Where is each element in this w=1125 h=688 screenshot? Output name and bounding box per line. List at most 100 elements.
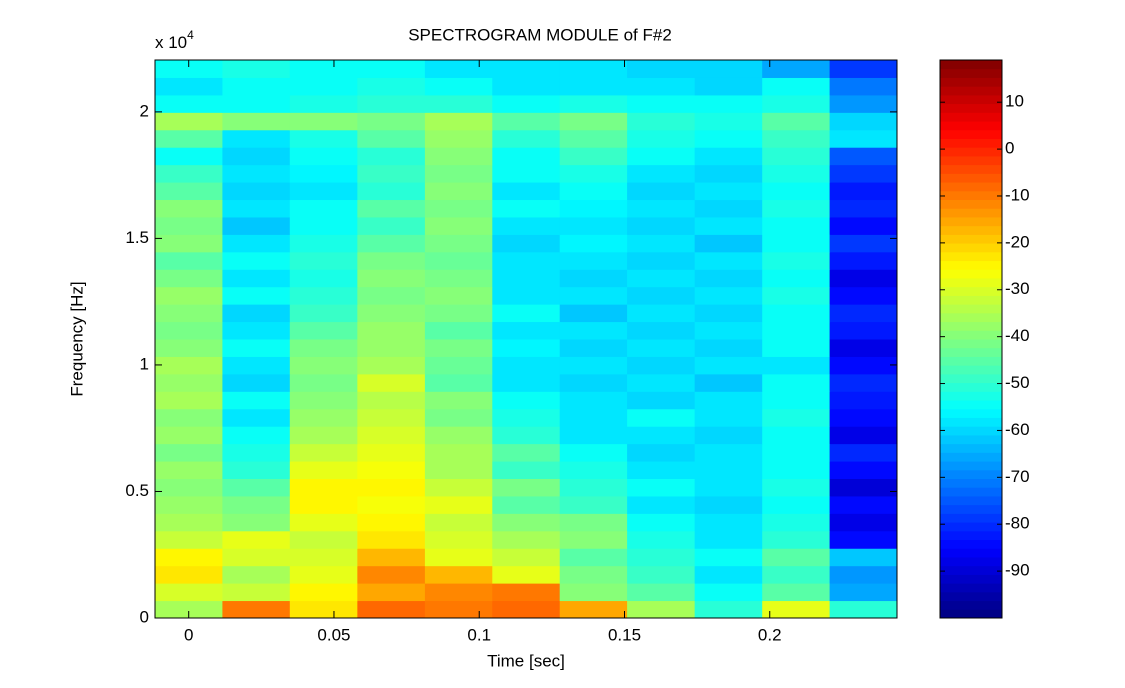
- heatmap-cell: [762, 269, 831, 288]
- heatmap-cell: [694, 164, 763, 183]
- heatmap-cell: [222, 269, 291, 288]
- heatmap-cell: [289, 234, 358, 253]
- heatmap-cell: [694, 426, 763, 445]
- heatmap-cell: [627, 339, 696, 357]
- heatmap-cell: [424, 304, 493, 323]
- heatmap-cell: [357, 321, 426, 340]
- heatmap-cell: [559, 391, 628, 410]
- heatmap-cell: [559, 321, 628, 340]
- colorbar-swatch: [940, 583, 1002, 593]
- colorbar-swatch: [940, 356, 1002, 366]
- heatmap-cell: [829, 548, 898, 567]
- heatmap-cell: [424, 495, 493, 514]
- heatmap-cell: [627, 513, 696, 532]
- heatmap-cell: [627, 391, 696, 410]
- colorbar-swatch: [940, 321, 1002, 331]
- heatmap-cell: [627, 565, 696, 584]
- heatmap-cell: [829, 426, 898, 445]
- heatmap-cell: [694, 583, 763, 602]
- heatmap-cell: [289, 339, 358, 357]
- heatmap-cell: [762, 147, 831, 166]
- heatmap-cell: [424, 129, 493, 148]
- colorbar-swatch: [940, 60, 1002, 70]
- heatmap-cell: [289, 286, 358, 305]
- colorbar-tick-label: -10: [1005, 185, 1030, 204]
- heatmap-cell: [289, 129, 358, 148]
- heatmap-cell: [559, 443, 628, 462]
- heatmap-cell: [762, 408, 831, 427]
- heatmap-cell: [829, 234, 898, 253]
- heatmap-cell: [222, 147, 291, 166]
- heatmap-cell: [829, 321, 898, 340]
- heatmap-cell: [829, 530, 898, 549]
- colorbar-swatch: [940, 487, 1002, 497]
- heatmap-cell: [559, 147, 628, 166]
- heatmap-cell: [762, 426, 831, 445]
- colorbar-swatch: [940, 225, 1002, 235]
- heatmap-cell: [559, 461, 628, 479]
- colorbar-swatch: [940, 495, 1002, 506]
- heatmap-cell: [424, 251, 493, 270]
- heatmap-cell: [424, 339, 493, 357]
- heatmap-cell: [492, 530, 561, 549]
- heatmap-cell: [289, 112, 358, 131]
- heatmap-cell: [762, 513, 831, 532]
- heatmap-cell: [357, 129, 426, 148]
- heatmap-cell: [357, 269, 426, 288]
- x-tick-label: 0.2: [758, 625, 782, 644]
- heatmap-cell: [155, 94, 223, 113]
- heatmap-cell: [155, 60, 223, 78]
- heatmap-cell: [222, 373, 291, 392]
- heatmap-cell: [492, 565, 561, 584]
- heatmap-cell: [829, 443, 898, 462]
- heatmap-cell: [829, 583, 898, 602]
- heatmap-cell: [762, 461, 831, 479]
- heatmap-cell: [627, 164, 696, 183]
- heatmap-cell: [357, 478, 426, 497]
- colorbar-swatch: [940, 478, 1002, 488]
- heatmap-cell: [694, 216, 763, 235]
- y-scale-exponent: 4: [187, 28, 194, 42]
- heatmap-cell: [627, 408, 696, 427]
- heatmap-cell: [829, 304, 898, 323]
- heatmap-cell: [694, 565, 763, 584]
- heatmap-cell: [155, 321, 223, 340]
- heatmap-cell: [559, 600, 628, 619]
- colorbar-swatch: [940, 190, 1002, 200]
- heatmap-cell: [424, 408, 493, 427]
- heatmap-cell: [694, 513, 763, 532]
- heatmap-cell: [155, 251, 223, 270]
- heatmap-cell: [155, 600, 223, 619]
- heatmap-cell: [155, 269, 223, 288]
- heatmap-cell: [424, 321, 493, 340]
- heatmap-cell: [155, 391, 223, 410]
- heatmap-cell: [424, 216, 493, 235]
- heatmap: [155, 60, 898, 619]
- heatmap-cell: [762, 565, 831, 584]
- colorbar-swatch: [940, 434, 1002, 445]
- heatmap-cell: [155, 112, 223, 131]
- heatmap-cell: [762, 391, 831, 410]
- heatmap-cell: [559, 530, 628, 549]
- heatmap-cell: [222, 129, 291, 148]
- heatmap-cell: [357, 182, 426, 201]
- heatmap-cell: [694, 548, 763, 567]
- heatmap-cell: [559, 94, 628, 113]
- heatmap-cell: [627, 304, 696, 323]
- colorbar-swatch: [940, 556, 1002, 567]
- heatmap-cell: [829, 60, 898, 78]
- heatmap-cell: [694, 408, 763, 427]
- heatmap-cell: [289, 530, 358, 549]
- colorbar-swatch: [940, 112, 1002, 122]
- heatmap-cell: [762, 164, 831, 183]
- colorbar-swatch: [940, 86, 1002, 96]
- colorbar-swatch: [940, 522, 1002, 532]
- colorbar-swatch: [940, 277, 1002, 288]
- colorbar-swatch: [940, 426, 1002, 436]
- heatmap-cell: [559, 408, 628, 427]
- colorbar-swatch: [940, 286, 1002, 296]
- heatmap-cell: [829, 269, 898, 288]
- heatmap-cell: [559, 478, 628, 497]
- heatmap-cell: [492, 234, 561, 253]
- colorbar-swatch: [940, 182, 1002, 192]
